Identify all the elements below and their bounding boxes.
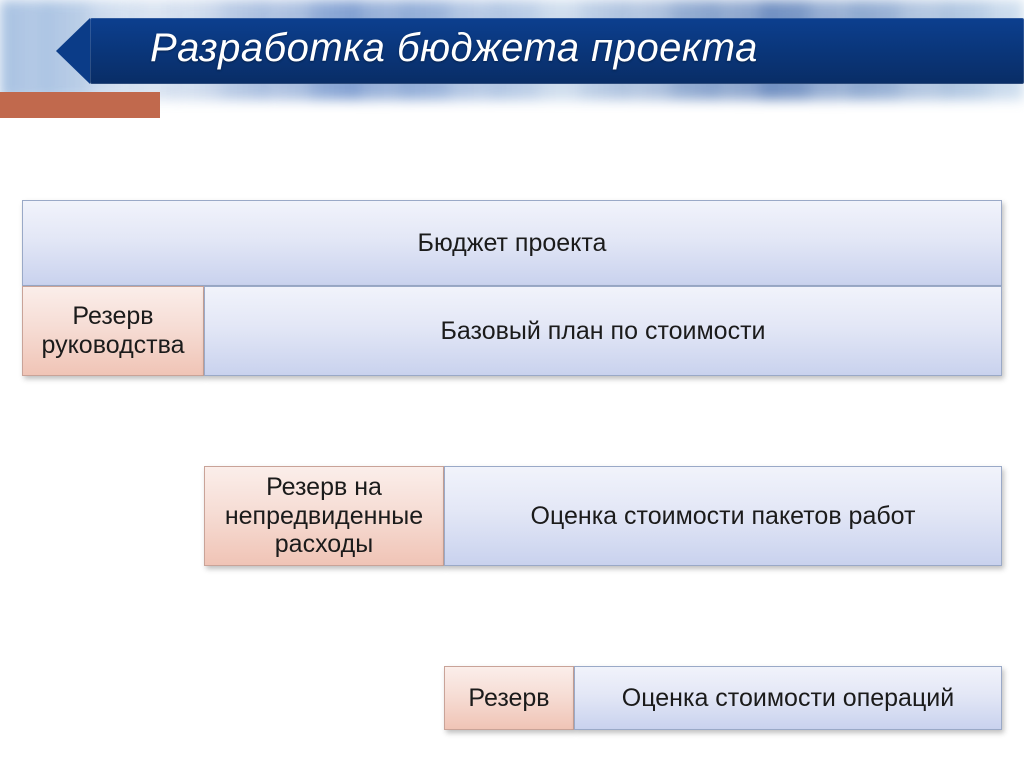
title-band: Разработка бюджета проекта — [90, 18, 1024, 84]
cell-activity-cost-estimate: Оценка стоимости операций — [574, 666, 1002, 730]
accent-bar — [0, 92, 160, 118]
diagram-row-3: Резерв на непредвиденные расходы Оценка … — [22, 466, 1002, 566]
cell-activity-reserve: Резерв — [444, 666, 574, 730]
cell-management-reserve: Резерв руководства — [22, 286, 204, 376]
slide-title: Разработка бюджета проекта — [150, 26, 758, 71]
cell-cost-baseline: Базовый план по стоимости — [204, 286, 1002, 376]
cell-contingency-reserve: Резерв на непредвиденные расходы — [204, 466, 444, 566]
diagram-row-4: Резерв Оценка стоимости операций — [22, 666, 1002, 730]
diagram-row-2: Резерв руководства Базовый план по стоим… — [22, 286, 1002, 376]
budget-hierarchy-diagram: Бюджет проекта Резерв руководства Базовы… — [22, 200, 1002, 454]
cell-project-budget: Бюджет проекта — [22, 200, 1002, 286]
cell-work-package-estimate: Оценка стоимости пакетов работ — [444, 466, 1002, 566]
